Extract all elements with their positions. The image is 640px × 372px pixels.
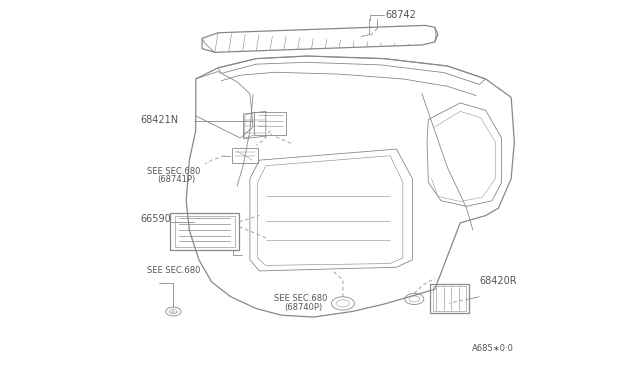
Bar bbox=[170, 213, 239, 250]
Text: 68420R: 68420R bbox=[479, 276, 517, 286]
Text: 66590: 66590 bbox=[140, 214, 171, 224]
Text: SEE SEC.680: SEE SEC.680 bbox=[147, 266, 200, 275]
Text: (68740P): (68740P) bbox=[284, 302, 323, 312]
Text: A685∗0·0: A685∗0·0 bbox=[472, 344, 513, 353]
Text: SEE SEC.680: SEE SEC.680 bbox=[274, 295, 328, 304]
Text: (68741P): (68741P) bbox=[157, 175, 195, 184]
Text: SEE SEC.680: SEE SEC.680 bbox=[147, 167, 200, 176]
Bar bbox=[175, 216, 235, 247]
Text: 68421N: 68421N bbox=[140, 115, 179, 125]
Text: 68742: 68742 bbox=[386, 10, 417, 20]
Bar bbox=[232, 148, 257, 163]
Bar bbox=[429, 284, 469, 313]
Bar bbox=[433, 286, 466, 311]
